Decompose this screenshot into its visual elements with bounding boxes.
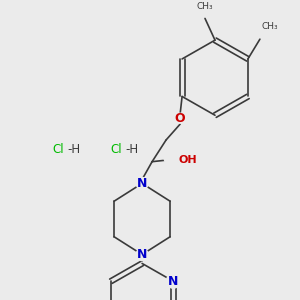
Circle shape [136,249,148,260]
Text: OH: OH [178,155,197,165]
Circle shape [166,274,180,288]
Text: -H: -H [67,143,80,156]
Text: O: O [175,112,185,125]
Text: Cl: Cl [52,143,64,156]
Text: N: N [137,248,147,261]
Text: CH₃: CH₃ [262,22,278,31]
Text: CH₃: CH₃ [197,2,213,10]
Circle shape [164,150,180,166]
Circle shape [136,178,148,189]
Circle shape [175,113,185,123]
Text: N: N [137,177,147,190]
Text: Cl: Cl [110,143,122,156]
Text: N: N [168,275,178,288]
Text: -H: -H [125,143,138,156]
